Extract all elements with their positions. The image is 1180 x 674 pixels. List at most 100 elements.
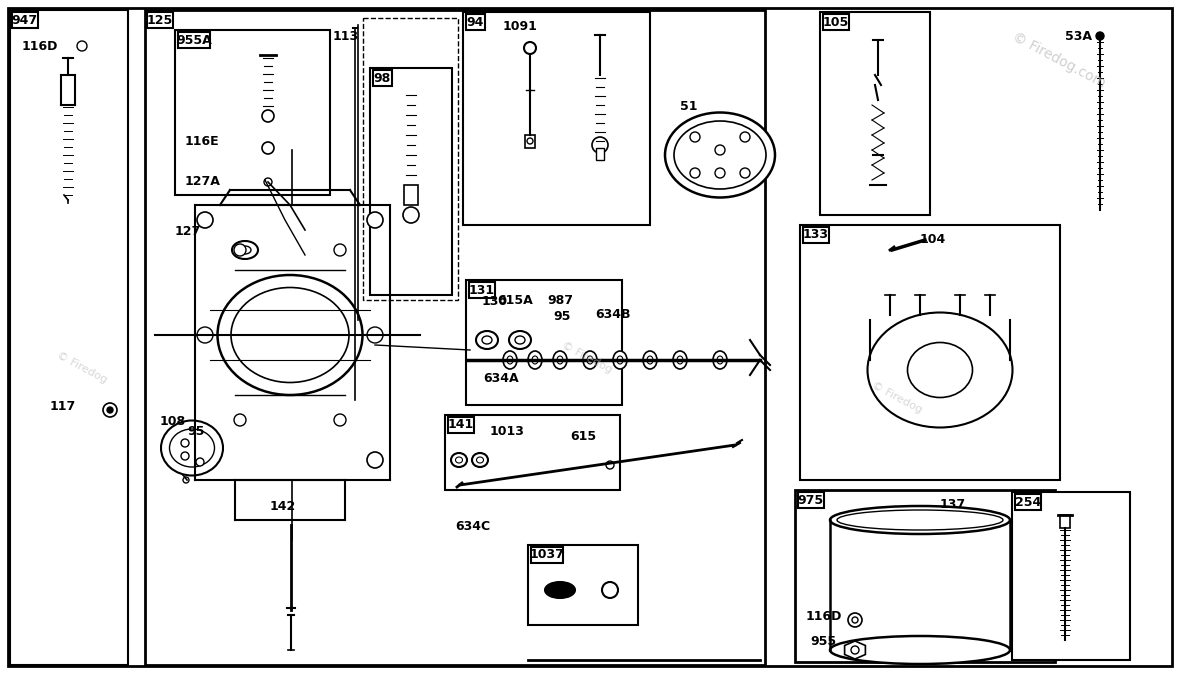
Circle shape <box>367 452 384 468</box>
Ellipse shape <box>583 351 597 369</box>
Text: 1013: 1013 <box>490 425 525 438</box>
Circle shape <box>570 314 578 322</box>
Text: 53A: 53A <box>1066 30 1092 43</box>
Circle shape <box>852 617 858 623</box>
Bar <box>800 225 1060 480</box>
Text: 95: 95 <box>186 425 204 438</box>
Ellipse shape <box>867 313 1012 427</box>
Text: 131: 131 <box>468 284 494 297</box>
Text: 1037: 1037 <box>530 549 564 561</box>
Bar <box>804 227 828 243</box>
Bar <box>12 12 38 28</box>
Bar <box>9 10 127 665</box>
Circle shape <box>602 582 618 598</box>
Ellipse shape <box>673 351 687 369</box>
Ellipse shape <box>830 636 1010 664</box>
Bar <box>531 547 563 563</box>
Ellipse shape <box>509 331 531 349</box>
Text: 125: 125 <box>146 13 173 26</box>
Text: 94: 94 <box>467 16 484 28</box>
Ellipse shape <box>514 336 525 344</box>
Circle shape <box>334 244 346 256</box>
Ellipse shape <box>612 351 627 369</box>
Circle shape <box>107 407 113 413</box>
Ellipse shape <box>232 241 258 259</box>
Ellipse shape <box>717 356 723 364</box>
Text: 634A: 634A <box>483 372 519 385</box>
Ellipse shape <box>507 356 513 364</box>
Text: 133: 133 <box>802 228 828 241</box>
Text: 113: 113 <box>333 30 359 43</box>
Ellipse shape <box>481 336 492 344</box>
Ellipse shape <box>477 457 484 463</box>
Circle shape <box>181 439 189 447</box>
Text: 141: 141 <box>447 419 474 431</box>
Circle shape <box>334 414 346 426</box>
Bar <box>1015 494 1041 510</box>
Ellipse shape <box>837 510 1003 530</box>
Text: 955A: 955A <box>176 34 212 47</box>
Bar <box>795 490 1055 662</box>
Text: 117: 117 <box>50 400 77 413</box>
Text: 987: 987 <box>548 294 573 307</box>
Ellipse shape <box>455 457 463 463</box>
Ellipse shape <box>553 351 568 369</box>
Bar <box>373 70 392 86</box>
Ellipse shape <box>472 453 489 467</box>
Circle shape <box>183 477 189 483</box>
Ellipse shape <box>666 113 775 197</box>
Text: 51: 51 <box>680 100 697 113</box>
Text: © Firedog: © Firedog <box>870 380 924 415</box>
Bar <box>596 148 604 160</box>
Text: 127: 127 <box>175 225 202 238</box>
Circle shape <box>740 168 750 178</box>
Text: 116E: 116E <box>185 135 219 148</box>
Text: 98: 98 <box>374 71 391 84</box>
Ellipse shape <box>451 453 467 467</box>
Ellipse shape <box>240 246 251 254</box>
Bar <box>145 10 765 665</box>
Text: 975: 975 <box>798 493 824 506</box>
Ellipse shape <box>647 356 653 364</box>
Text: 116D: 116D <box>806 610 843 623</box>
Bar <box>466 14 485 30</box>
Text: 634B: 634B <box>595 308 630 321</box>
Bar <box>463 12 650 225</box>
Text: 615: 615 <box>570 430 596 443</box>
Bar <box>363 18 458 300</box>
Circle shape <box>264 178 273 186</box>
Polygon shape <box>845 641 865 659</box>
Text: © Firedog.com: © Firedog.com <box>1010 30 1108 91</box>
Bar <box>1060 515 1070 528</box>
Bar <box>445 415 620 490</box>
Ellipse shape <box>674 121 766 189</box>
Bar <box>371 68 452 295</box>
Text: 634C: 634C <box>455 520 490 533</box>
Circle shape <box>715 145 725 155</box>
Circle shape <box>527 138 533 144</box>
Text: 105: 105 <box>822 16 848 28</box>
Text: 615A: 615A <box>497 294 532 307</box>
Bar <box>466 280 622 405</box>
Circle shape <box>234 244 245 256</box>
Circle shape <box>512 314 520 322</box>
Circle shape <box>197 327 214 343</box>
Bar <box>448 417 473 433</box>
Bar <box>525 135 535 148</box>
Bar <box>798 492 824 508</box>
Circle shape <box>1096 32 1104 40</box>
Ellipse shape <box>503 351 517 369</box>
Circle shape <box>367 327 384 343</box>
Circle shape <box>77 41 87 51</box>
Ellipse shape <box>160 421 223 475</box>
Text: 137: 137 <box>940 498 966 511</box>
Bar <box>148 12 172 28</box>
Ellipse shape <box>545 582 575 598</box>
Text: 127A: 127A <box>185 175 221 188</box>
Ellipse shape <box>557 356 563 364</box>
Circle shape <box>592 137 608 153</box>
Circle shape <box>196 458 204 466</box>
Circle shape <box>234 414 245 426</box>
Text: 955: 955 <box>809 635 837 648</box>
Bar <box>404 185 418 205</box>
